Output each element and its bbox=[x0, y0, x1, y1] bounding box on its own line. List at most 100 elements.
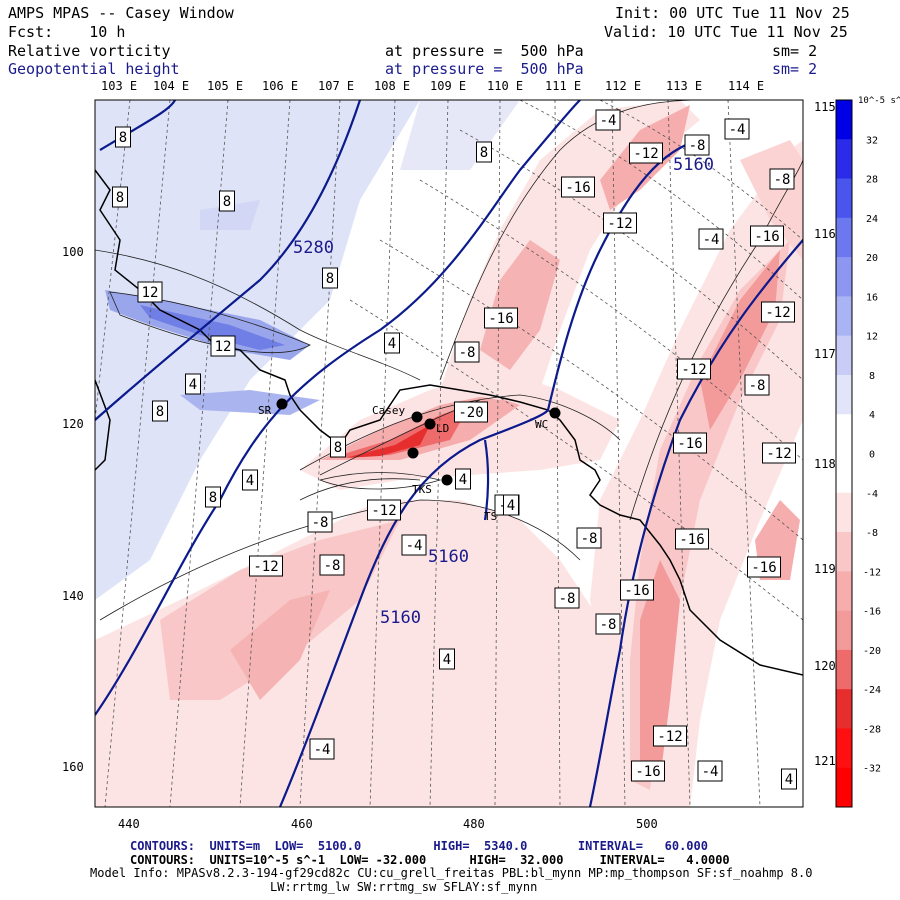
svg-text:-16: -16 bbox=[677, 436, 702, 452]
colorbar-swatch bbox=[836, 571, 852, 612]
vorticity-label: -8 bbox=[595, 613, 621, 635]
vorticity-label: 4 bbox=[439, 648, 455, 670]
station-sr-dot bbox=[276, 398, 288, 410]
svg-text:8: 8 bbox=[156, 404, 164, 420]
vorticity-label: -4 bbox=[309, 738, 335, 760]
vorticity-label: -16 bbox=[673, 432, 707, 454]
vorticity-label: -12 bbox=[603, 212, 637, 234]
vorticity-label: -12 bbox=[249, 555, 283, 577]
vorticity-label: -8 bbox=[554, 587, 580, 609]
svg-text:-16: -16 bbox=[624, 583, 649, 599]
y-tick: 120 bbox=[62, 417, 84, 431]
vorticity-label: 8 bbox=[152, 400, 168, 422]
svg-text:8: 8 bbox=[334, 440, 342, 456]
vorticity-label: -4 bbox=[724, 118, 750, 140]
y-tick: 100 bbox=[62, 245, 84, 259]
svg-text:4: 4 bbox=[189, 377, 197, 393]
svg-text:8: 8 bbox=[223, 194, 231, 210]
svg-text:4: 4 bbox=[785, 772, 793, 788]
colorbar-label: 28 bbox=[866, 175, 878, 186]
vorticity-label: -4 bbox=[697, 760, 723, 782]
svg-text:-20: -20 bbox=[458, 405, 483, 421]
vorticity-label: -12 bbox=[677, 358, 711, 380]
field1-smooth: sm= 2 bbox=[772, 42, 818, 60]
colorbar-swatch bbox=[836, 296, 852, 337]
vorticity-label: -12 bbox=[629, 142, 663, 164]
model-info: Model Info: MPASv8.2.3-194-gf29cd82c CU:… bbox=[90, 866, 813, 880]
svg-text:-12: -12 bbox=[657, 729, 682, 745]
lon-label: 111 E bbox=[545, 79, 581, 93]
vorticity-contour-info: CONTOURS: UNITS=10^-5 s^-1 LOW= -32.000 … bbox=[130, 853, 730, 867]
colorbar: 32 28 24 20 16 12 8 4 0 -4 -8 -12 -16 -20 -24 -28 -32 bbox=[835, 99, 881, 808]
svg-text:4: 4 bbox=[443, 652, 451, 668]
positive-vorticity-region bbox=[400, 100, 520, 170]
svg-text:8: 8 bbox=[326, 271, 334, 287]
field2-smooth: sm= 2 bbox=[772, 60, 818, 78]
x-tick: 460 bbox=[291, 817, 313, 831]
positive-vorticity-region bbox=[180, 390, 320, 415]
vorticity-label: -16 bbox=[747, 556, 781, 578]
svg-text:4: 4 bbox=[246, 473, 254, 489]
svg-text:-12: -12 bbox=[681, 362, 706, 378]
y-tick: 140 bbox=[62, 589, 84, 603]
colorbar-label: 20 bbox=[866, 253, 878, 264]
station-label-ts: TS bbox=[484, 510, 497, 523]
lon-label: 107 E bbox=[318, 79, 354, 93]
lon-label: 109 E bbox=[430, 79, 466, 93]
lon-label: 113 E bbox=[666, 79, 702, 93]
colorbar-label: -28 bbox=[863, 724, 881, 735]
vorticity-label: -12 bbox=[762, 442, 796, 464]
svg-text:-12: -12 bbox=[765, 305, 790, 321]
vorticity-label: 12 bbox=[210, 335, 236, 357]
colorbar-swatch bbox=[836, 728, 852, 769]
vorticity-label: 4 bbox=[781, 768, 797, 790]
height-label: 5160 bbox=[428, 547, 469, 567]
init-time: Init: 00 UTC Tue 11 Nov 25 bbox=[615, 4, 850, 22]
svg-text:-8: -8 bbox=[324, 558, 341, 574]
svg-text:-12: -12 bbox=[766, 446, 791, 462]
colorbar-swatch bbox=[836, 100, 852, 140]
svg-text:-16: -16 bbox=[635, 764, 660, 780]
vorticity-label: 8 bbox=[112, 186, 128, 208]
svg-text:-16: -16 bbox=[751, 560, 776, 576]
station-label-ld: LD bbox=[436, 422, 449, 435]
coastline bbox=[95, 169, 803, 676]
field1-level: at pressure = 500 hPa bbox=[385, 42, 584, 60]
positive-vorticity-core bbox=[140, 305, 285, 350]
svg-text:12: 12 bbox=[215, 339, 232, 355]
svg-text:-4: -4 bbox=[406, 538, 423, 554]
valid-time: Valid: 10 UTC Tue 11 Nov 25 bbox=[604, 23, 848, 41]
height-label: 5160 bbox=[380, 608, 421, 628]
svg-text:-12: -12 bbox=[371, 503, 396, 519]
lon-label: 114 E bbox=[728, 79, 764, 93]
forecast-hour: Fcst: 10 h bbox=[8, 23, 126, 41]
svg-text:-8: -8 bbox=[581, 531, 598, 547]
colorbar-swatch bbox=[836, 767, 852, 808]
y-axis-ticks: 100 120 140 160 bbox=[62, 245, 84, 774]
svg-text:-8: -8 bbox=[774, 172, 791, 188]
colorbar-label: -24 bbox=[863, 685, 881, 696]
negative-vorticity-region bbox=[230, 590, 330, 700]
colorbar-swatch bbox=[836, 414, 852, 454]
svg-text:12: 12 bbox=[142, 285, 159, 301]
svg-text:8: 8 bbox=[480, 145, 488, 161]
colorbar-label: -12 bbox=[863, 567, 881, 578]
vorticity-label: 4 bbox=[455, 468, 471, 490]
colorbar-label: 4 bbox=[869, 410, 875, 421]
y-tick: 160 bbox=[62, 760, 84, 774]
negative-vorticity-band bbox=[640, 560, 680, 780]
colorbar-label: 12 bbox=[866, 332, 878, 343]
station-dot bbox=[407, 447, 419, 459]
svg-text:-8: -8 bbox=[689, 138, 706, 154]
svg-text:-16: -16 bbox=[679, 532, 704, 548]
colorbar-swatch bbox=[836, 335, 852, 376]
lon-label: 105 E bbox=[207, 79, 243, 93]
colorbar-swatch bbox=[836, 610, 852, 651]
svg-text:8: 8 bbox=[119, 130, 127, 146]
vorticity-label: -4 bbox=[595, 109, 621, 131]
height-label: 5280 bbox=[293, 238, 334, 258]
vorticity-label: -16 bbox=[631, 760, 665, 782]
vorticity-label: -20 bbox=[454, 401, 488, 423]
station-label-tks: TKS bbox=[412, 483, 432, 496]
colorbar-unit: 10^-5 s^-1 bbox=[858, 96, 900, 106]
